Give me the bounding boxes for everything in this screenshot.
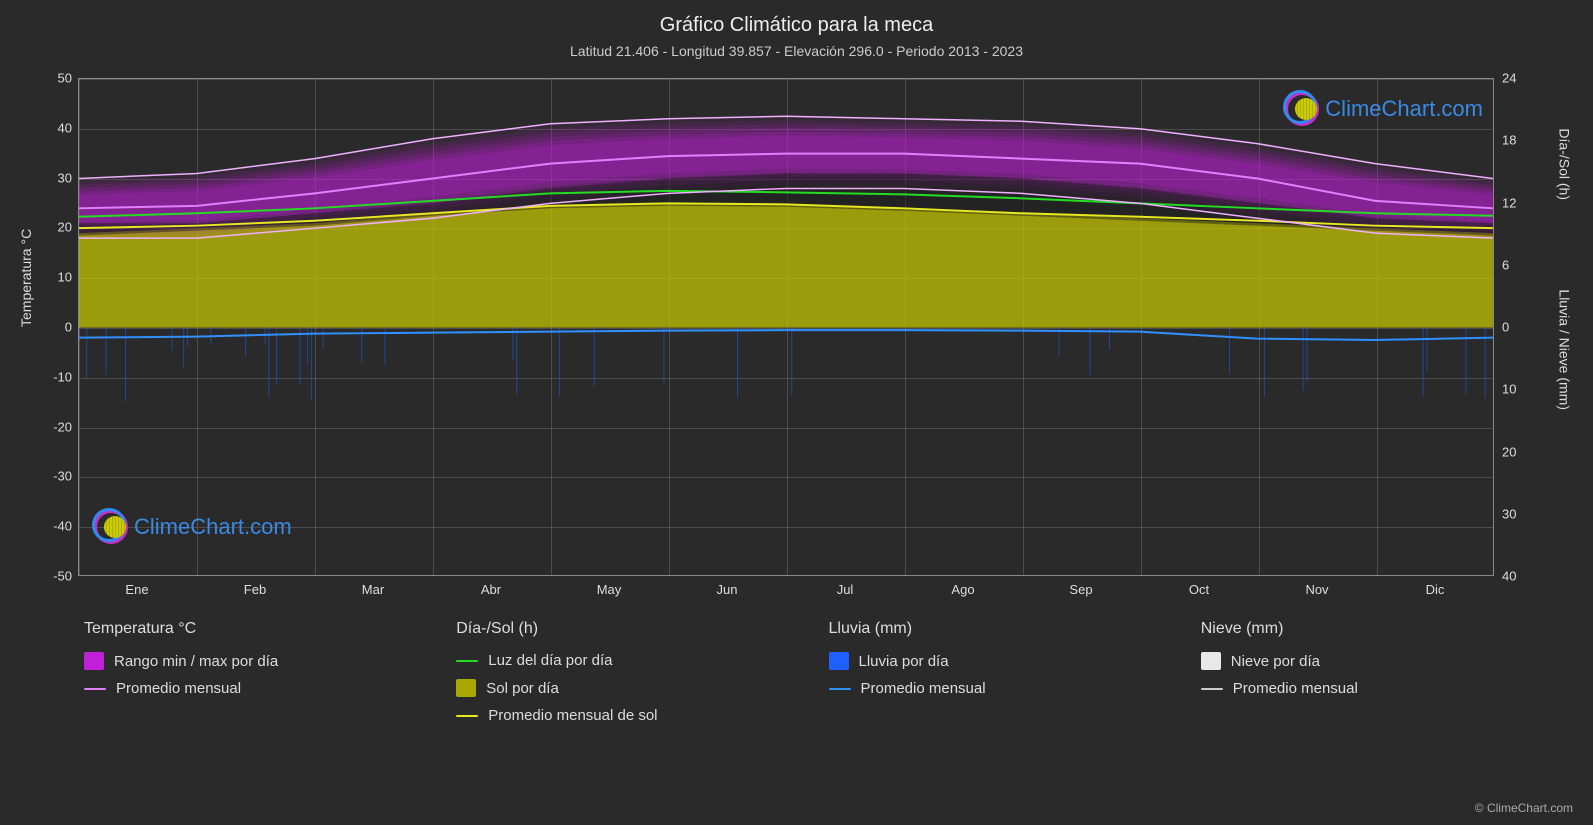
left-tick: -50	[28, 569, 72, 584]
legend-swatch	[84, 688, 106, 690]
right-tick-top: 18	[1502, 133, 1516, 148]
legend-label: Sol por día	[486, 680, 559, 697]
left-tick: -30	[28, 469, 72, 484]
brand-text: ClimeChart.com	[134, 514, 292, 540]
legend-label: Rango min / max por día	[114, 653, 278, 670]
legend-swatch	[829, 652, 849, 670]
legend-item: Promedio mensual de sol	[456, 707, 788, 724]
legend-label: Promedio mensual	[1233, 680, 1358, 697]
legend-item: Promedio mensual	[84, 680, 416, 697]
legend-swatch	[1201, 688, 1223, 690]
legend: Temperatura °C Rango min / max por día Pr…	[84, 620, 1533, 734]
month-tick: Jul	[837, 582, 854, 597]
legend-item: Nieve por día	[1201, 652, 1533, 670]
brand-logo-icon	[1285, 92, 1319, 126]
month-tick: Nov	[1305, 582, 1328, 597]
legend-swatch	[456, 715, 478, 717]
legend-heading: Nieve (mm)	[1201, 620, 1533, 638]
month-tick: May	[597, 582, 622, 597]
left-tick: 0	[28, 320, 72, 335]
chart-plot-area	[78, 78, 1494, 576]
legend-item: Lluvia por día	[829, 652, 1161, 670]
left-tick: 50	[28, 71, 72, 86]
legend-item: Rango min / max por día	[84, 652, 416, 670]
legend-item: Sol por día	[456, 679, 788, 697]
brand-watermark-top: ClimeChart.com	[1285, 92, 1483, 126]
legend-swatch	[829, 688, 851, 690]
legend-swatch	[456, 660, 478, 662]
right-tick-bottom: 30	[1502, 506, 1516, 521]
legend-item: Luz del día por día	[456, 652, 788, 669]
legend-col-temperature: Temperatura °C Rango min / max por día Pr…	[84, 620, 416, 734]
month-tick: Jun	[717, 582, 738, 597]
legend-swatch	[456, 679, 476, 697]
right-tick-bottom: 40	[1502, 569, 1516, 584]
brand-logo-icon	[94, 510, 128, 544]
month-tick: Ago	[951, 582, 974, 597]
month-tick: Sep	[1069, 582, 1092, 597]
brand-watermark-bottom: ClimeChart.com	[94, 510, 292, 544]
month-tick: Oct	[1189, 582, 1209, 597]
right-axis-bottom-label: Lluvia / Nieve (mm)	[1557, 289, 1573, 410]
left-tick: 30	[28, 170, 72, 185]
legend-label: Promedio mensual	[861, 680, 986, 697]
climate-chart-page: Gráfico Climático para la meca Latitud 2…	[0, 0, 1593, 825]
legend-heading: Lluvia (mm)	[829, 620, 1161, 638]
brand-text: ClimeChart.com	[1325, 96, 1483, 122]
legend-heading: Temperatura °C	[84, 620, 416, 638]
left-tick: 10	[28, 270, 72, 285]
legend-item: Promedio mensual	[1201, 680, 1533, 697]
right-tick-top: 0	[1502, 320, 1509, 335]
legend-label: Lluvia por día	[859, 653, 949, 670]
month-tick: Dic	[1426, 582, 1445, 597]
copyright-text: © ClimeChart.com	[1475, 801, 1573, 815]
right-tick-top: 6	[1502, 257, 1509, 272]
right-tick-bottom: 20	[1502, 444, 1516, 459]
legend-swatch	[1201, 652, 1221, 670]
chart-subtitle: Latitud 21.406 - Longitud 39.857 - Eleva…	[0, 37, 1593, 59]
legend-col-rain: Lluvia (mm) Lluvia por día Promedio mensu…	[829, 620, 1161, 734]
legend-col-daysun: Día-/Sol (h) Luz del día por día Sol por …	[456, 620, 788, 734]
legend-label: Luz del día por día	[488, 652, 612, 669]
right-tick-top: 12	[1502, 195, 1516, 210]
left-tick: -10	[28, 369, 72, 384]
right-tick-top: 24	[1502, 71, 1516, 86]
left-tick: 20	[28, 220, 72, 235]
legend-label: Promedio mensual	[116, 680, 241, 697]
legend-heading: Día-/Sol (h)	[456, 620, 788, 638]
legend-item: Promedio mensual	[829, 680, 1161, 697]
month-tick: Abr	[481, 582, 501, 597]
right-axis-top-label: Día-/Sol (h)	[1557, 128, 1573, 200]
rain-mean-line	[79, 330, 1493, 340]
month-tick: Feb	[244, 582, 266, 597]
left-tick: -20	[28, 419, 72, 434]
chart-title: Gráfico Climático para la meca	[0, 0, 1593, 37]
right-tick-bottom: 10	[1502, 382, 1516, 397]
legend-label: Nieve por día	[1231, 653, 1320, 670]
legend-col-snow: Nieve (mm) Nieve por día Promedio mensual	[1201, 620, 1533, 734]
month-tick: Ene	[125, 582, 148, 597]
month-tick: Mar	[362, 582, 384, 597]
left-tick: -40	[28, 519, 72, 534]
legend-label: Promedio mensual de sol	[488, 707, 657, 724]
left-tick: 40	[28, 120, 72, 135]
legend-swatch	[84, 652, 104, 670]
